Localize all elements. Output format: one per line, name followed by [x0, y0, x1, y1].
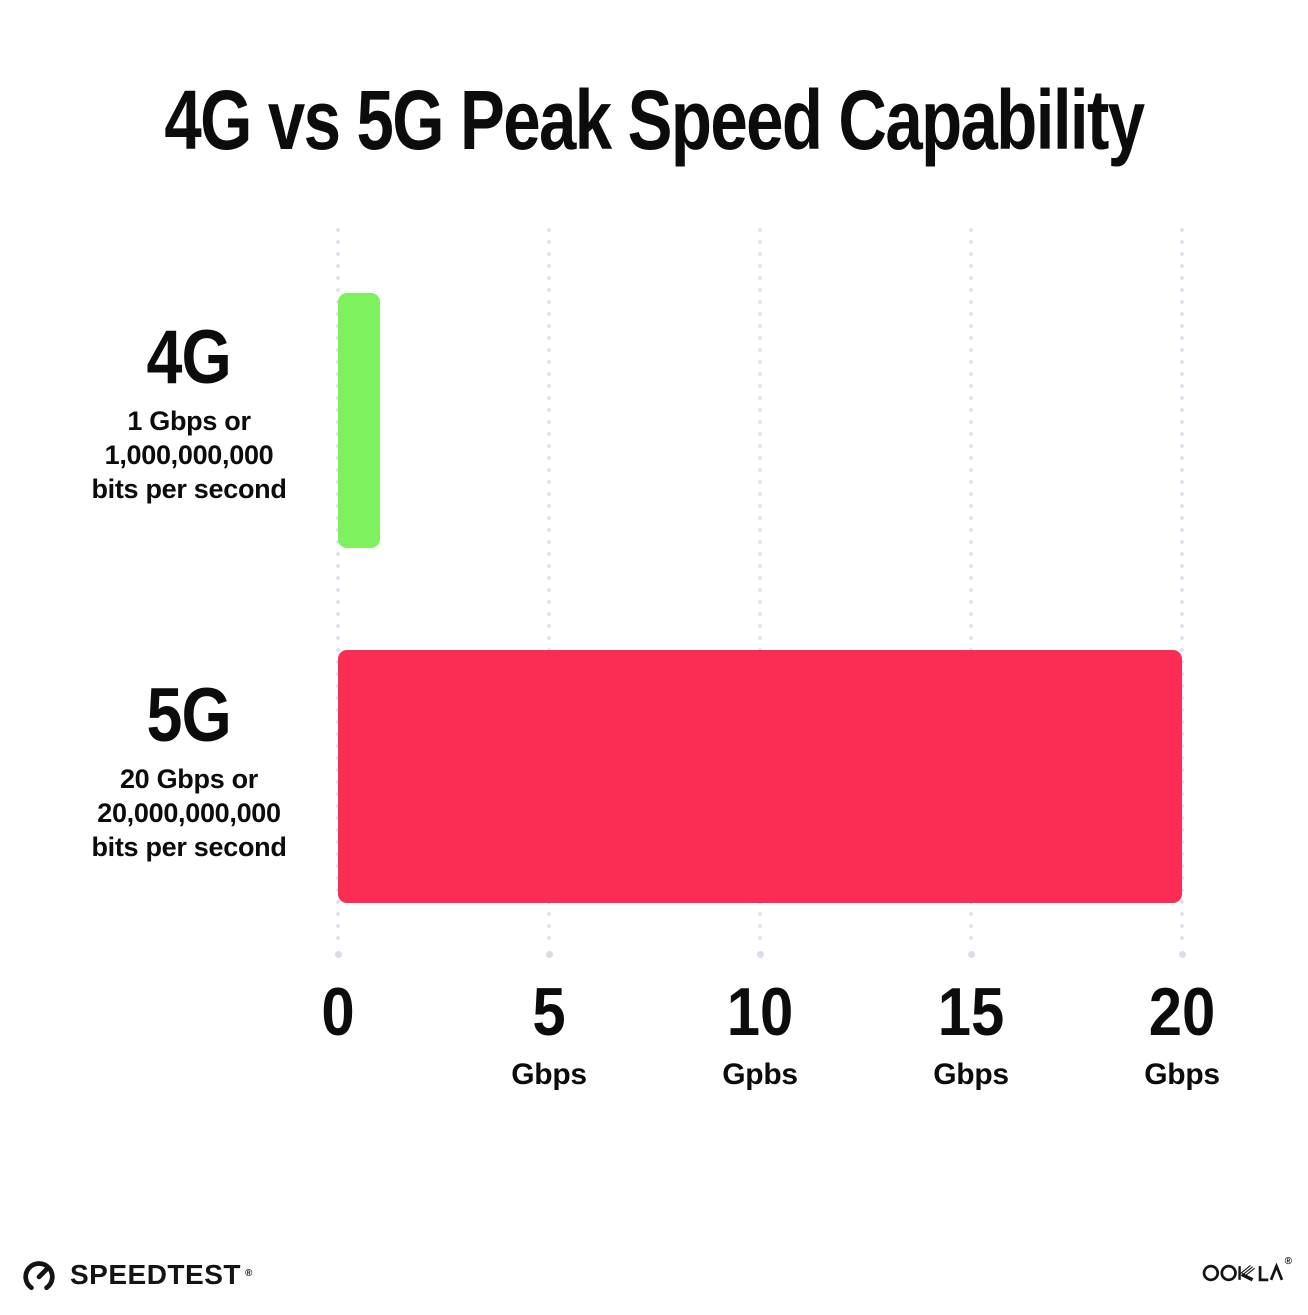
speedtest-logo: SPEEDTEST ®	[20, 1256, 252, 1294]
gridline-20	[1178, 224, 1186, 958]
gridline-10	[756, 224, 764, 958]
x-tick-20: 20 Gbps	[1144, 978, 1220, 1092]
x-tick-value: 5	[532, 974, 566, 1050]
sublabel-line: bits per second	[91, 832, 287, 862]
x-tick-0: 0	[319, 978, 357, 1058]
speedtest-gauge-icon	[20, 1256, 58, 1294]
category-label-5g: 5G 20 Gbps or 20,000,000,000 bits per se…	[30, 678, 348, 864]
x-tick-value: 20	[1148, 974, 1216, 1050]
chart-title: 4G vs 5G Peak Speed Capability	[0, 76, 1308, 164]
x-tick-10: 10 Gpbs	[722, 978, 798, 1092]
x-tick-value: 0	[321, 974, 355, 1050]
ookla-trademark-symbol: ®	[1284, 1256, 1292, 1267]
sublabel-line: bits per second	[91, 474, 287, 504]
x-tick-15: 15 Gbps	[933, 978, 1009, 1092]
sublabel-line: 20,000,000,000	[97, 798, 281, 828]
category-name-5g: 5G	[146, 673, 232, 758]
gridline-15	[967, 224, 975, 958]
x-tick-unit: Gbps	[511, 1058, 587, 1091]
chart-title-text: 4G vs 5G Peak Speed Capability	[164, 73, 1145, 168]
x-tick-unit: Gbps	[933, 1058, 1009, 1091]
gridline-0	[334, 224, 342, 958]
sublabel-line: 1 Gbps or	[127, 406, 251, 436]
bar-5g	[338, 650, 1182, 903]
x-tick-unit: Gpbs	[722, 1058, 798, 1091]
category-sublabel-5g: 20 Gbps or 20,000,000,000 bits per secon…	[30, 762, 348, 864]
x-tick-unit: Gbps	[1144, 1058, 1220, 1091]
x-tick-value: 10	[726, 974, 794, 1050]
ookla-wordmark-icon	[1202, 1258, 1284, 1288]
bar-4g	[338, 293, 380, 548]
sublabel-line: 20 Gbps or	[119, 764, 259, 794]
x-tick-value: 15	[937, 974, 1005, 1050]
gridline-5	[545, 224, 553, 958]
speedtest-wordmark: SPEEDTEST	[70, 1259, 241, 1290]
sublabel-line: 1,000,000,000	[104, 440, 274, 470]
category-name-4g: 4G	[146, 315, 232, 400]
category-sublabel-4g: 1 Gbps or 1,000,000,000 bits per second	[30, 404, 348, 506]
x-tick-5: 5 Gbps	[511, 974, 587, 1092]
speedtest-trademark-symbol: ®	[244, 1267, 253, 1279]
category-label-4g: 4G 1 Gbps or 1,000,000,000 bits per seco…	[30, 320, 348, 506]
ookla-logo: ®	[1202, 1256, 1292, 1288]
